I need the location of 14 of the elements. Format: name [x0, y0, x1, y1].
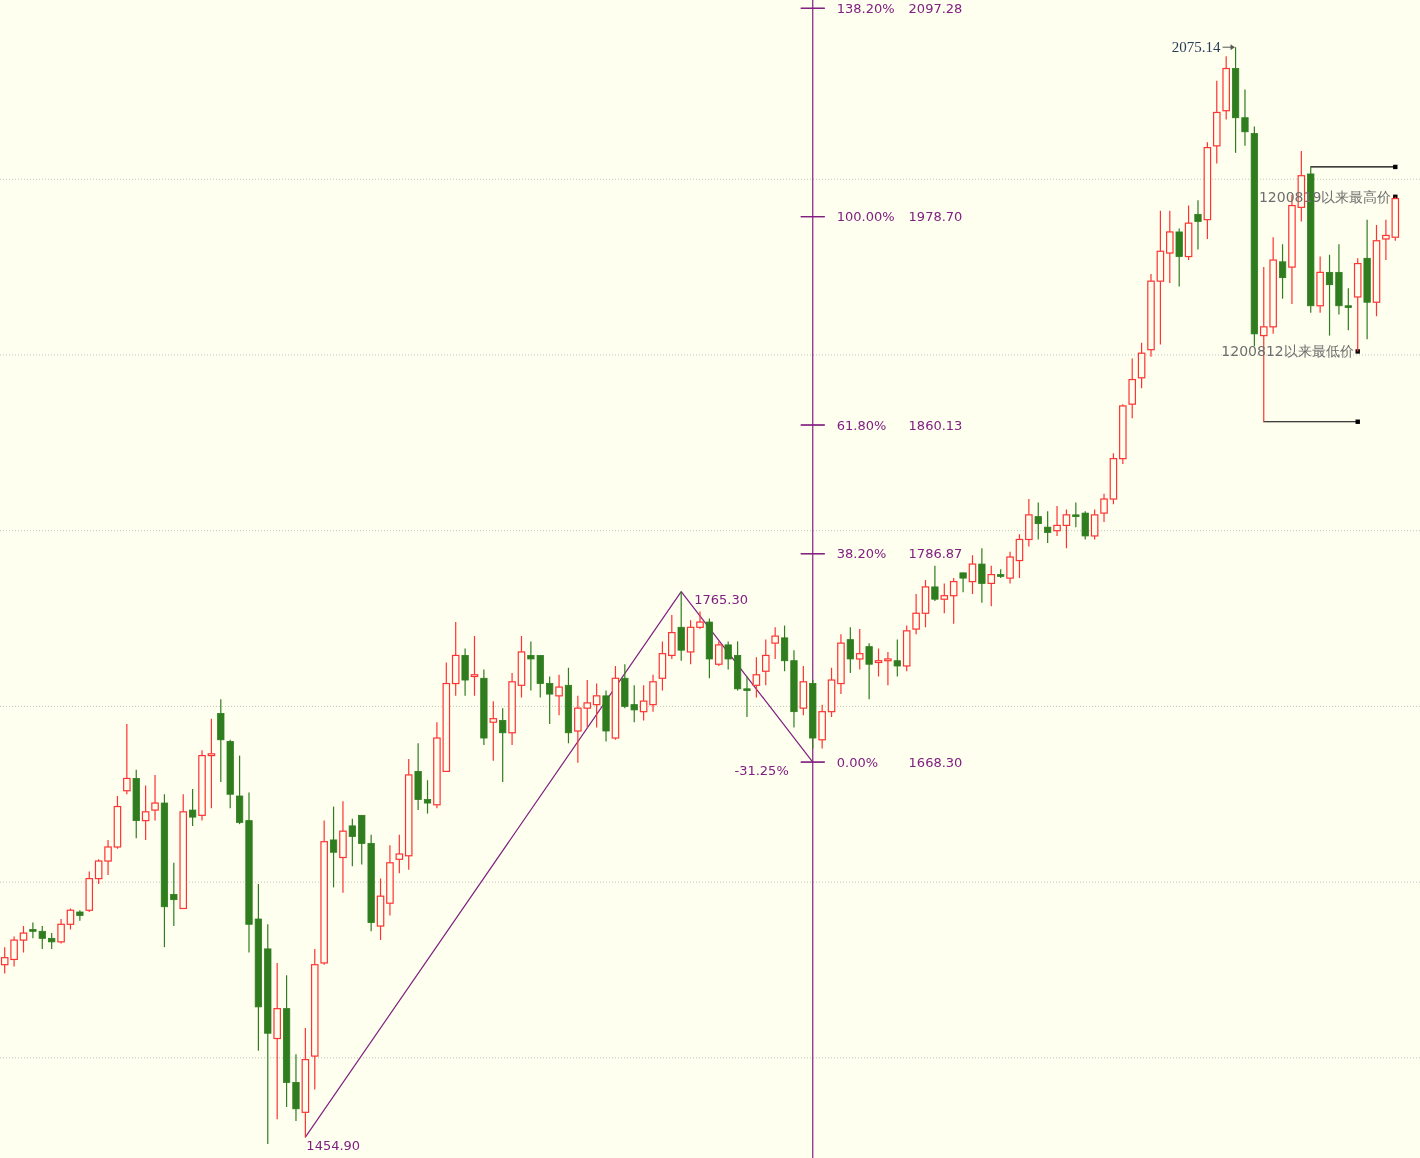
- y2-tick: 138.20%: [836, 0, 895, 16]
- annotation: 2075.14: [1171, 39, 1221, 56]
- y-tick: 1978.70: [908, 209, 963, 225]
- value-label: 1454.90: [306, 1137, 361, 1153]
- y2-tick: 0.00%: [836, 754, 879, 770]
- y-tick: 1860.13: [908, 417, 963, 433]
- y2-tick: 100.00%: [836, 209, 895, 225]
- annotation: -31.25%: [734, 762, 789, 778]
- y2-tick: 61.80%: [836, 417, 887, 433]
- y2-tick: 38.20%: [836, 546, 887, 562]
- y-tick: 1786.87: [908, 546, 963, 562]
- y-tick: 2097.28: [908, 0, 963, 16]
- value-label: 1765.30: [694, 592, 748, 608]
- y-tick: 1668.30: [908, 754, 963, 770]
